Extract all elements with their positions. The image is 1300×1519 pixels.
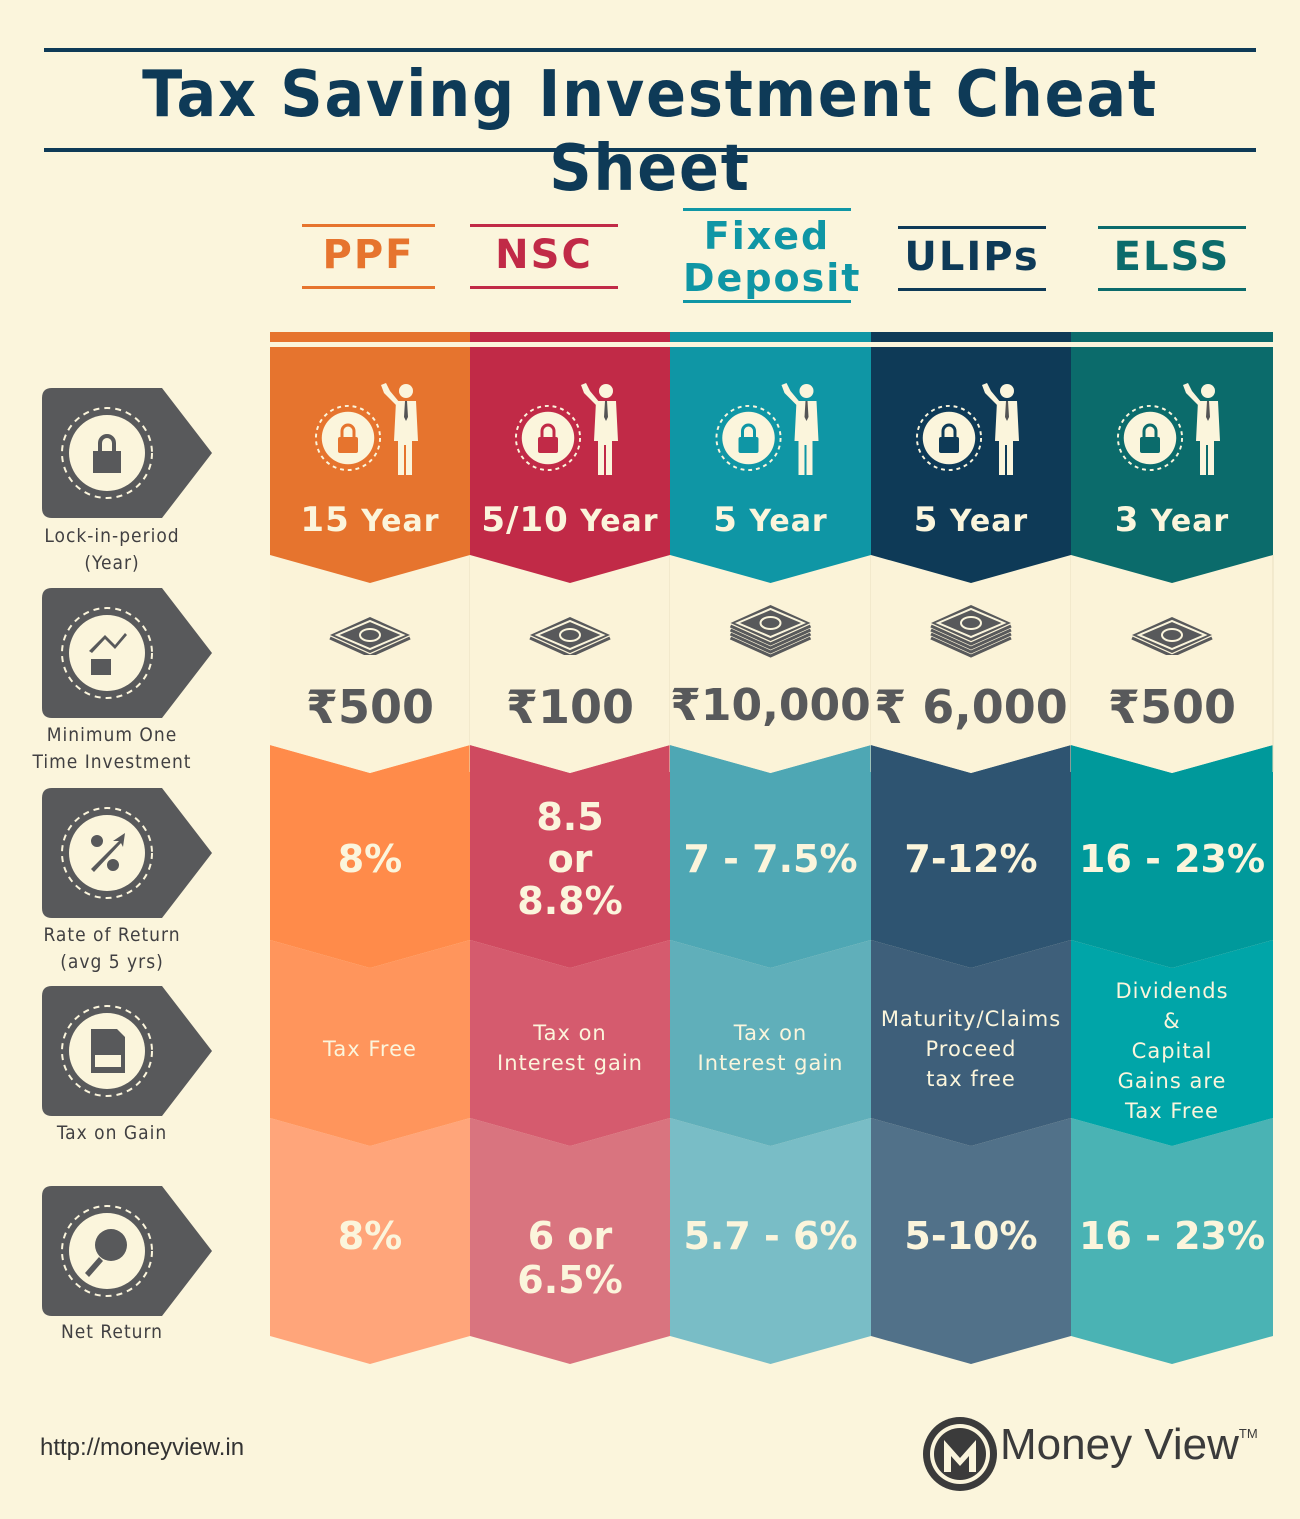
column-ppf-cell-4	[270, 1118, 470, 1364]
column-fixed-deposit-cell-3	[670, 940, 871, 1146]
money-view-logo-icon	[923, 1417, 997, 1491]
tax-on-gain-ppf: Tax Free	[323, 1037, 417, 1061]
column-fixed-deposit-cell-1	[670, 555, 871, 773]
column-heading-nsc: NSC	[470, 220, 618, 290]
lock-in-elss: 3 Year	[1114, 500, 1230, 540]
net-return-ppf: 8%	[337, 1214, 403, 1258]
lock-in-nsc: 5/10 Year	[481, 500, 659, 540]
title-top-rule	[44, 48, 1256, 52]
column-nsc-cell-2	[470, 745, 670, 968]
growth-coins-icon-glyph	[89, 633, 127, 675]
column-fixed-deposit-cell-0	[670, 347, 871, 583]
lock-in-ulips: 5 Year	[913, 500, 1029, 540]
percent-growth-icon-glyph	[91, 833, 125, 872]
column-nsc-cell-3	[470, 940, 670, 1146]
net-return-ulips: 5-10%	[904, 1214, 1038, 1258]
row-label-lock-in: Lock-in-period (Year)	[44, 525, 180, 574]
footer-url[interactable]: http://moneyview.in	[40, 1434, 245, 1461]
column-ulips-cell-1	[871, 555, 1071, 773]
row-label-tax-on-gain: Tax on Gain	[56, 1122, 168, 1144]
title-block: Tax Saving Investment Cheat Sheet	[44, 48, 1256, 206]
column-elss-lock-shackle-icon	[1142, 423, 1158, 437]
tax-document-icon-glyph	[91, 1029, 125, 1073]
lock-in-ppf: 15 Year	[300, 500, 440, 540]
min-investment-ulips: ₹ 6,000	[874, 680, 1068, 734]
column-heading-ppf: PPF	[302, 220, 435, 290]
percent-magnifier-icon-glyph	[85, 1229, 127, 1277]
row-badge-ring-0	[61, 407, 153, 499]
column-heading-fixed-deposit: Fixed Deposit	[683, 208, 859, 304]
column-ppf-cell-0	[270, 347, 470, 583]
column-elss-cell-3	[1071, 940, 1273, 1146]
rate-of-return-ppf: 8%	[337, 837, 403, 881]
column-ulips-lock-shackle-icon	[941, 423, 957, 437]
column-ulips-cell-3	[871, 940, 1071, 1146]
column-ppf-lock-icon	[338, 437, 358, 453]
row-badge-ring-4	[61, 1205, 153, 1297]
tax-on-gain-fixed-deposit: Tax on Interest gain	[697, 1021, 844, 1075]
row-badge-ring-3	[61, 1005, 153, 1097]
min-investment-fixed-deposit: ₹10,000	[670, 680, 871, 731]
brand-name: Money ViewTM	[1000, 1420, 1258, 1469]
column-ppf-cell-3	[270, 940, 470, 1146]
column-ppf-lock-shackle-icon	[340, 423, 356, 437]
net-return-nsc: 6 or 6.5%	[517, 1214, 623, 1302]
tax-on-gain-nsc: Tax on Interest gain	[497, 1021, 643, 1075]
column-heading-ulips: ULIPs	[898, 222, 1046, 292]
rate-of-return-fixed-deposit: 7 - 7.5%	[683, 837, 858, 881]
row-label-rate-of-return: Rate of Return (avg 5 yrs)	[43, 924, 181, 973]
column-elss-cell-1	[1071, 555, 1273, 773]
row-label-min-investment: Minimum One Time Investment	[32, 724, 192, 773]
column-nsc-cell-0	[470, 347, 670, 583]
min-investment-nsc: ₹100	[505, 680, 635, 734]
column-nsc-lock-icon	[538, 437, 558, 453]
column-fixed-deposit-cell-2	[670, 745, 871, 968]
rate-of-return-elss: 16 - 23%	[1078, 837, 1266, 881]
rate-of-return-nsc: 8.5 or 8.8%	[517, 795, 623, 923]
tax-on-gain-ulips: Maturity/Claims Proceed tax free	[880, 1007, 1062, 1091]
column-elss-cell-0	[1071, 347, 1273, 583]
column-ulips-cell-4	[871, 1118, 1071, 1364]
column-nsc-cell-4	[470, 1118, 670, 1364]
net-return-elss: 16 - 23%	[1078, 1214, 1266, 1258]
column-elss-lock-icon	[1140, 437, 1160, 453]
column-fixed-deposit-lock-icon	[738, 437, 759, 453]
row-badge-ring-1	[61, 607, 153, 699]
column-nsc-lock-shackle-icon	[540, 423, 556, 437]
page-title: Tax Saving Investment Cheat Sheet	[142, 58, 1158, 206]
column-elss-cell-2	[1071, 745, 1273, 968]
column-elss-cell-4	[1071, 1118, 1273, 1364]
column-ulips-lock-icon	[939, 437, 959, 453]
growth-coins-icon	[69, 615, 145, 691]
column-fixed-deposit-lock-shackle-icon	[741, 423, 756, 437]
row-badge-ring-2	[61, 807, 153, 899]
tax-on-gain-elss: Dividends & Capital Gains are Tax Free	[1115, 979, 1229, 1123]
rate-of-return-ulips: 7-12%	[904, 837, 1038, 881]
column-ppf-cell-1	[270, 555, 470, 773]
net-return-fixed-deposit: 5.7 - 6%	[683, 1214, 858, 1258]
column-fixed-deposit-cell-4	[670, 1118, 871, 1364]
column-ppf-cell-2	[270, 745, 470, 968]
min-investment-ppf: ₹500	[305, 680, 435, 734]
lock-icon-glyph	[93, 434, 121, 473]
column-ulips-cell-0	[871, 347, 1071, 583]
column-nsc-cell-1	[470, 555, 670, 773]
lock-in-fixed-deposit: 5 Year	[713, 500, 828, 540]
title-bottom-rule	[44, 148, 1256, 152]
column-heading-elss: ELSS	[1098, 222, 1246, 292]
column-ulips-cell-2	[871, 745, 1071, 968]
min-investment-elss: ₹500	[1107, 680, 1237, 734]
row-label-net-return: Net Return	[60, 1321, 164, 1343]
